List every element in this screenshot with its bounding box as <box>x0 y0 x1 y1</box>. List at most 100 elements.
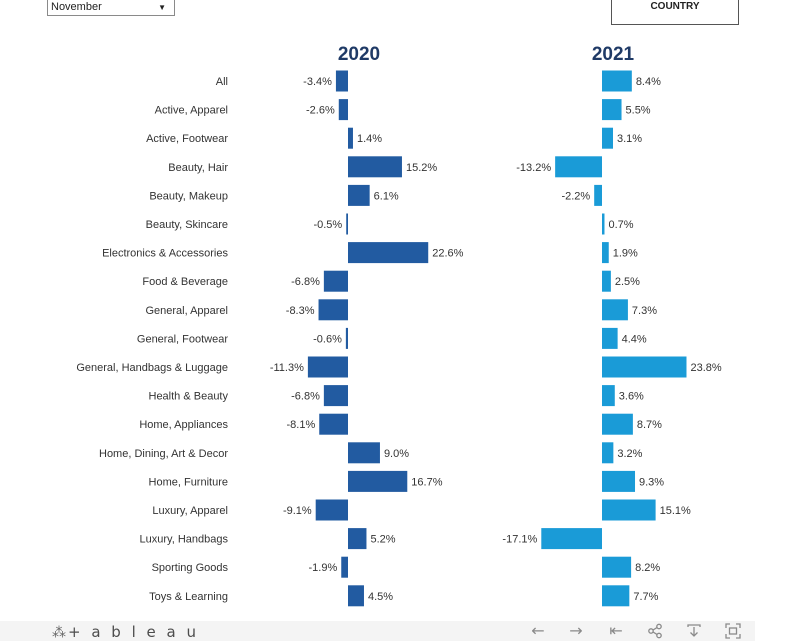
bar-2020[interactable] <box>318 299 348 321</box>
category-label: All <box>216 76 228 88</box>
bar-2021[interactable] <box>602 442 614 464</box>
category-label: Food & Beverage <box>142 276 228 288</box>
category-label: Luxury, Handbags <box>140 534 229 546</box>
data-label-2021: 8.2% <box>635 562 660 574</box>
category-label: General, Apparel <box>145 305 228 317</box>
data-label-2021: 8.7% <box>637 419 662 431</box>
country-button[interactable]: COUNTRY <box>611 0 739 25</box>
data-label-2021: 3.2% <box>617 448 642 460</box>
data-label-2020: 15.2% <box>406 162 437 174</box>
data-label-2020: -9.1% <box>283 505 312 517</box>
category-label: Beauty, Hair <box>168 162 228 174</box>
share-icon[interactable] <box>643 621 667 641</box>
bar-2021[interactable] <box>602 270 611 292</box>
bar-2020[interactable] <box>348 156 402 178</box>
category-label: Home, Furniture <box>149 476 228 488</box>
bar-2020[interactable] <box>348 184 370 206</box>
bar-2020[interactable] <box>323 270 348 292</box>
tableau-logo-mark-icon: ⁂ <box>52 625 66 641</box>
data-label-2020: 9.0% <box>384 448 409 460</box>
undo-icon[interactable]: ← <box>531 621 545 640</box>
data-label-2021: -17.1% <box>502 534 537 546</box>
bar-2020[interactable] <box>346 213 348 235</box>
data-label-2020: -6.8% <box>291 276 320 288</box>
data-label-2020: -11.3% <box>270 362 304 374</box>
revert-icon[interactable]: ⇤ <box>609 621 623 640</box>
data-label-2021: 9.3% <box>639 476 664 488</box>
bar-2020[interactable] <box>315 499 348 521</box>
data-label-2020: -8.1% <box>286 419 315 431</box>
data-label-2020: 1.4% <box>357 133 382 145</box>
bar-2021[interactable] <box>602 127 614 149</box>
bar-2020[interactable] <box>348 528 367 550</box>
bar-2020[interactable] <box>348 470 408 492</box>
data-label-2021: 7.3% <box>632 305 657 317</box>
data-label-2020: 5.2% <box>370 534 395 546</box>
data-label-2021: 2.5% <box>615 276 640 288</box>
data-label-2021: 0.7% <box>608 219 633 231</box>
data-label-2020: -3.4% <box>303 76 332 88</box>
data-label-2020: -2.6% <box>306 105 335 117</box>
bar-2021[interactable] <box>602 327 618 349</box>
data-label-2021: 1.9% <box>613 248 638 260</box>
data-label-2020: -0.6% <box>313 333 342 345</box>
bar-2020[interactable] <box>348 442 380 464</box>
data-label-2021: 23.8% <box>690 362 721 374</box>
data-label-2021: 3.6% <box>619 391 644 403</box>
bar-2020[interactable] <box>348 585 364 607</box>
bar-2020[interactable] <box>323 385 348 407</box>
bar-2020[interactable] <box>341 556 348 578</box>
panel-header-2021: 2021 <box>592 44 635 65</box>
bar-2020[interactable] <box>319 413 348 435</box>
redo-icon[interactable]: → <box>569 621 583 640</box>
bar-2020[interactable] <box>348 127 353 149</box>
bar-2021[interactable] <box>602 356 687 378</box>
data-label-2020: 6.1% <box>374 190 399 202</box>
data-label-2020: -6.8% <box>291 391 320 403</box>
category-label: Sporting Goods <box>152 562 229 574</box>
data-label-2020: -0.5% <box>313 219 342 231</box>
data-label-2021: -2.2% <box>561 190 590 202</box>
bar-2021[interactable] <box>602 70 632 92</box>
bar-2021[interactable] <box>602 99 622 121</box>
data-label-2021: 3.1% <box>617 133 642 145</box>
category-label: Health & Beauty <box>149 391 229 403</box>
bar-2020[interactable] <box>307 356 348 378</box>
download-icon[interactable] <box>682 621 706 641</box>
data-label-2020: 22.6% <box>432 248 463 260</box>
category-label: Home, Appliances <box>139 419 228 431</box>
bar-2021[interactable] <box>602 499 656 521</box>
bar-2021[interactable] <box>602 585 630 607</box>
bar-2021[interactable] <box>602 213 605 235</box>
month-filter-dropdown[interactable]: November ▼ <box>47 0 175 16</box>
bar-2021[interactable] <box>602 413 633 435</box>
data-label-2020: -1.9% <box>309 562 338 574</box>
data-label-2021: 4.4% <box>622 333 647 345</box>
bar-2021[interactable] <box>602 242 609 264</box>
bar-2021[interactable] <box>602 556 632 578</box>
data-label-2021: 7.7% <box>633 591 658 603</box>
bar-2020[interactable] <box>335 70 348 92</box>
bar-2021[interactable] <box>555 156 602 178</box>
bar-2020[interactable] <box>348 242 429 264</box>
data-label-2020: 16.7% <box>411 476 442 488</box>
bar-2021[interactable] <box>541 528 602 550</box>
data-label-2021: 15.1% <box>660 505 691 517</box>
bar-2021[interactable] <box>594 184 602 206</box>
fullscreen-icon[interactable] <box>721 621 745 641</box>
bar-2021[interactable] <box>602 299 628 321</box>
category-label: Home, Dining, Art & Decor <box>99 448 228 460</box>
tableau-logo-text: + a b l e a u <box>68 623 199 641</box>
data-label-2021: 8.4% <box>636 76 661 88</box>
tableau-logo[interactable]: ⁂ + a b l e a u <box>52 623 199 641</box>
bar-2021[interactable] <box>602 470 636 492</box>
category-label: Active, Footwear <box>146 133 228 145</box>
category-label: Toys & Learning <box>149 591 228 603</box>
data-label-2020: 4.5% <box>368 591 393 603</box>
bar-2021[interactable] <box>602 385 615 407</box>
bar-2020[interactable] <box>338 99 348 121</box>
country-button-label: COUNTRY <box>650 1 700 12</box>
tableau-toolbar: ⁂ + a b l e a u ← → ⇤ <box>0 621 755 641</box>
bar-2020[interactable] <box>345 327 348 349</box>
chevron-down-icon: ▼ <box>158 3 166 12</box>
